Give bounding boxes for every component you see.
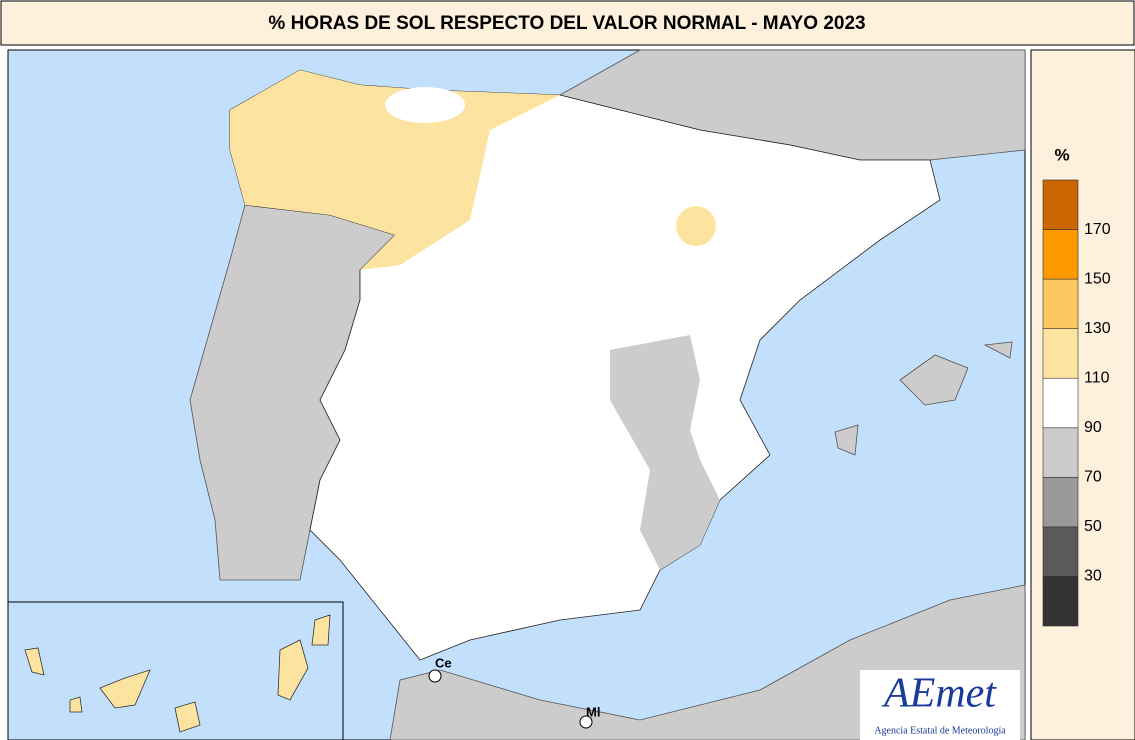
legend-tick-label: 50 <box>1084 518 1102 535</box>
legend-tick-label: 170 <box>1084 221 1111 238</box>
legend-swatch <box>1042 328 1079 379</box>
legend-swatch <box>1042 427 1079 478</box>
logo: AEmet <box>881 671 997 717</box>
city-marker <box>579 715 593 729</box>
legend-swatch <box>1042 576 1079 627</box>
map: Ce Ml AEmet Agencia Estatal de Meteorolo… <box>7 49 1026 740</box>
zone-110-130 <box>676 206 716 246</box>
legend: 30 50 70 90 110 130 150 170 <box>1042 179 1111 627</box>
canary-inset <box>7 601 344 740</box>
legend-swatch <box>1042 377 1079 429</box>
logo-box <box>860 670 1020 740</box>
legend-tick-label: 30 <box>1084 568 1102 585</box>
balearic-islands <box>834 341 1013 456</box>
city-label: Ce <box>435 655 452 670</box>
legend-swatch <box>1042 477 1079 528</box>
city-label: Ml <box>586 704 600 719</box>
legend-tick-label: 70 <box>1084 469 1102 486</box>
zone-70-90 <box>610 335 720 570</box>
title: % HORAS DE SOL RESPECTO DEL VALOR NORMAL… <box>268 13 865 34</box>
legend-tick-label: 110 <box>1084 369 1110 386</box>
legend-tick-label: 130 <box>1084 320 1111 337</box>
legend-swatch <box>1042 179 1079 230</box>
legend-swatch <box>1042 229 1079 280</box>
legend-tick-label: 150 <box>1084 270 1111 287</box>
logo-subtitle: Agencia Estatal de Meteorología <box>874 725 1006 736</box>
city-marker <box>428 669 442 683</box>
legend-swatch <box>1042 526 1079 577</box>
legend-title: % <box>1054 145 1069 164</box>
zone-110-130 <box>230 70 560 270</box>
title-bar <box>0 0 1135 46</box>
legend-tick-label: 90 <box>1084 419 1102 436</box>
canary-islands <box>24 614 331 733</box>
legend-swatch <box>1042 278 1079 329</box>
zone-90-110 <box>385 87 465 123</box>
